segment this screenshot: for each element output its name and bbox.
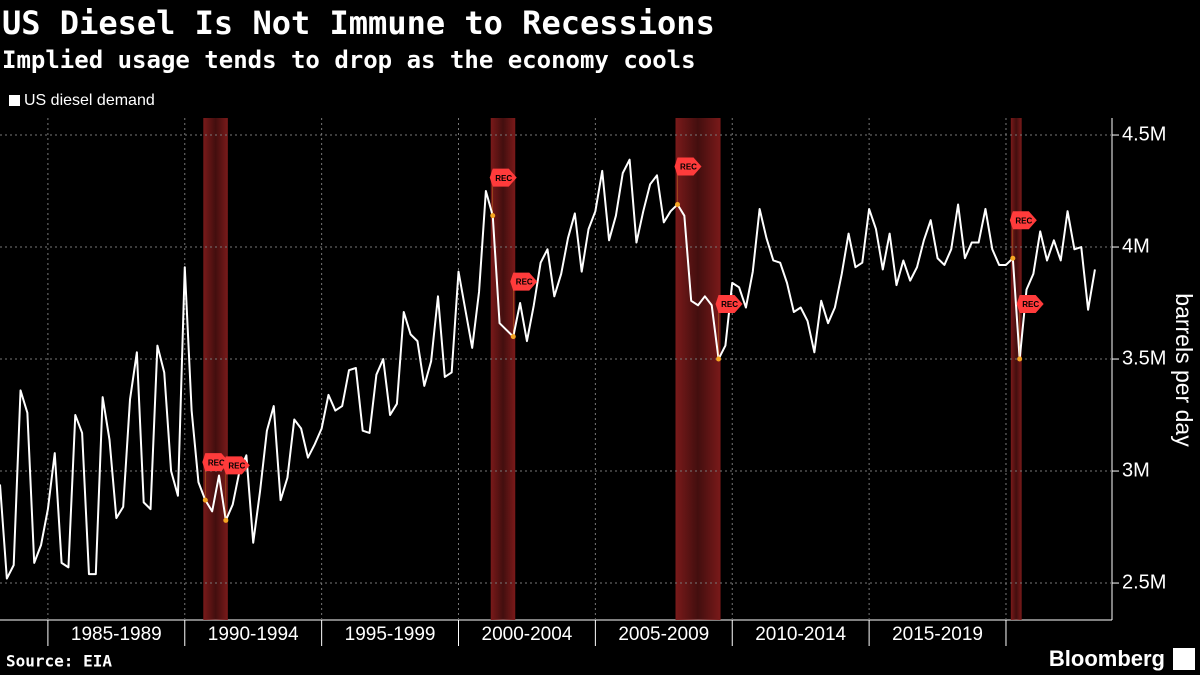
- rec-flag-label: REC: [208, 458, 225, 467]
- recession-point: [1017, 356, 1023, 362]
- rec-flag-label: REC: [721, 300, 738, 309]
- rec-flag-label: REC: [495, 174, 512, 183]
- recession-band: [675, 118, 721, 620]
- chart-subtitle: Implied usage tends to drop as the econo…: [2, 46, 696, 74]
- rec-flag-label: REC: [228, 461, 245, 470]
- recession-band: [203, 118, 228, 620]
- x-tick-label: 2005-2009: [618, 624, 709, 645]
- x-tick-label: 2000-2004: [482, 624, 573, 645]
- rec-flag-label: REC: [516, 278, 533, 287]
- y-tick-label: 3M: [1122, 459, 1150, 481]
- rec-flag: [674, 157, 702, 176]
- brand-icon: [1173, 648, 1195, 670]
- recession-point: [1010, 255, 1016, 261]
- rec-flag: [222, 456, 250, 475]
- rec-flag: [715, 295, 743, 314]
- rec-flag: [1009, 211, 1037, 230]
- x-tick-label: 1990-1994: [208, 624, 299, 645]
- x-tick-label: 1985-1989: [71, 624, 162, 645]
- rec-flag: [202, 453, 230, 472]
- chart-title: US Diesel Is Not Immune to Recessions: [2, 4, 715, 42]
- legend-swatch: [9, 95, 20, 106]
- y-tick-label: 2.5M: [1122, 571, 1166, 593]
- rec-flag: [1016, 295, 1044, 314]
- recession-band: [490, 118, 516, 620]
- rec-flag: [489, 168, 517, 187]
- recession-point: [510, 334, 516, 340]
- rec-flag-label: REC: [1022, 300, 1039, 309]
- x-tick-label: 1995-1999: [345, 624, 436, 645]
- recession-point: [674, 201, 680, 207]
- recession-point: [490, 213, 496, 219]
- rec-flag-label: REC: [1015, 216, 1032, 225]
- recession-point: [716, 356, 722, 362]
- y-axis-title: barrels per day: [1171, 293, 1197, 447]
- recession-band: [1010, 118, 1022, 620]
- brand-logo: Bloomberg: [1049, 646, 1165, 671]
- source-note: Source: EIA: [6, 652, 112, 671]
- legend-label: US diesel demand: [24, 92, 155, 109]
- rec-flag: [510, 272, 538, 291]
- y-tick-label: 4.5M: [1122, 123, 1166, 145]
- rec-flag-label: REC: [680, 163, 697, 172]
- y-tick-label: 3.5M: [1122, 347, 1166, 369]
- recession-point: [223, 517, 229, 523]
- data-line: [0, 158, 1096, 580]
- recession-point: [202, 497, 208, 503]
- x-tick-label: 2015-2019: [892, 624, 983, 645]
- y-tick-label: 4M: [1122, 235, 1150, 257]
- x-tick-label: 2010-2014: [755, 624, 846, 645]
